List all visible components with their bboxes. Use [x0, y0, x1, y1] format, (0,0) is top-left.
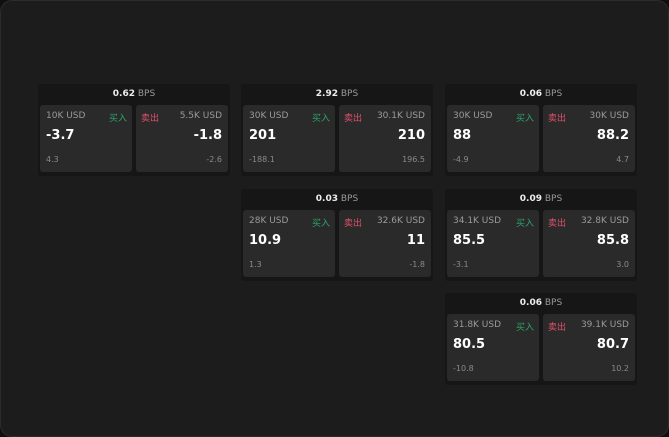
sell-size: 5.5K USD	[179, 111, 222, 121]
sell-label: 卖出	[344, 219, 363, 229]
spread-header: 0.06 BPS	[445, 84, 637, 105]
sell-price: 80.7	[596, 337, 629, 352]
buy-price: -3.7	[46, 128, 75, 143]
spread-unit: BPS	[544, 89, 563, 99]
spread-unit: BPS	[340, 194, 359, 204]
sell-button[interactable]: 卖出 32.6K USD 11 -1.8	[339, 210, 431, 277]
quote-widget: 0.09 BPS 34.1K USD 买入 85.5 -3.1 卖出 32.8K…	[445, 189, 637, 281]
buy-label: 买入	[311, 219, 330, 229]
spread-value: 0.06	[519, 298, 542, 308]
buy-change: -4.9	[453, 155, 469, 164]
spread-value: 0.62	[112, 89, 135, 99]
buy-button[interactable]: 28K USD 买入 10.9 1.3	[243, 210, 335, 277]
buy-price: 88	[453, 128, 472, 143]
spread-value: 2.92	[315, 89, 338, 99]
sell-price: -1.8	[193, 128, 222, 143]
sell-button[interactable]: 卖出 32.8K USD 85.8 3.0	[543, 210, 635, 277]
spread-unit: BPS	[137, 89, 156, 99]
spread-unit: BPS	[544, 298, 563, 308]
buy-price: 10.9	[249, 233, 282, 248]
buy-label: 买入	[108, 114, 127, 124]
sell-change: 196.5	[402, 155, 425, 164]
buy-price: 201	[249, 128, 277, 143]
buy-price: 80.5	[453, 337, 486, 352]
spread-value: 0.06	[519, 89, 542, 99]
sell-label: 卖出	[344, 114, 363, 124]
sell-price: 11	[406, 233, 425, 248]
quote-widget: 0.62 BPS 10K USD 买入 -3.7 4.3 卖出 5.5K USD…	[38, 84, 230, 176]
buy-button[interactable]: 31.8K USD 买入 80.5 -10.8	[447, 314, 539, 381]
sell-change: -1.8	[409, 260, 425, 269]
buy-size: 30K USD	[249, 111, 289, 121]
sell-change: 10.2	[611, 364, 629, 373]
sell-price: 88.2	[596, 128, 629, 143]
buy-size: 10K USD	[46, 111, 86, 121]
sell-size: 39.1K USD	[580, 320, 629, 330]
quote-widget: 0.06 BPS 31.8K USD 买入 80.5 -10.8 卖出 39.1…	[445, 293, 637, 385]
buy-label: 买入	[515, 323, 534, 333]
buy-button[interactable]: 30K USD 买入 88 -4.9	[447, 105, 539, 172]
sell-change: -2.6	[206, 155, 222, 164]
spread-header: 0.62 BPS	[38, 84, 230, 105]
quote-widget: 2.92 BPS 30K USD 买入 201 -188.1 卖出 30.1K …	[241, 84, 433, 176]
sell-change: 3.0	[616, 260, 629, 269]
sell-size: 32.8K USD	[580, 216, 629, 226]
buy-label: 买入	[515, 114, 534, 124]
spread-header: 0.03 BPS	[241, 189, 433, 210]
sell-label: 卖出	[548, 219, 567, 229]
buy-change: -188.1	[249, 155, 275, 164]
quote-widget: 0.03 BPS 28K USD 买入 10.9 1.3 卖出 32.6K US…	[241, 189, 433, 281]
buy-change: -10.8	[453, 364, 474, 373]
sell-size: 30K USD	[589, 111, 629, 121]
spread-header: 2.92 BPS	[241, 84, 433, 105]
sell-button[interactable]: 卖出 30K USD 88.2 4.7	[543, 105, 635, 172]
spread-unit: BPS	[544, 194, 563, 204]
buy-button[interactable]: 30K USD 买入 201 -188.1	[243, 105, 335, 172]
buy-change: -3.1	[453, 260, 469, 269]
spread-header: 0.09 BPS	[445, 189, 637, 210]
buy-size: 28K USD	[249, 216, 289, 226]
buy-size: 34.1K USD	[453, 216, 502, 226]
buy-size: 30K USD	[453, 111, 493, 121]
buy-button[interactable]: 34.1K USD 买入 85.5 -3.1	[447, 210, 539, 277]
sell-button[interactable]: 卖出 30.1K USD 210 196.5	[339, 105, 431, 172]
sell-button[interactable]: 卖出 5.5K USD -1.8 -2.6	[136, 105, 228, 172]
sell-size: 30.1K USD	[376, 111, 425, 121]
sell-label: 卖出	[141, 114, 160, 124]
buy-size: 31.8K USD	[453, 320, 502, 330]
sell-price: 85.8	[596, 233, 629, 248]
spread-unit: BPS	[340, 89, 359, 99]
sell-change: 4.7	[616, 155, 629, 164]
sell-button[interactable]: 卖出 39.1K USD 80.7 10.2	[543, 314, 635, 381]
spread-header: 0.06 BPS	[445, 293, 637, 314]
buy-button[interactable]: 10K USD 买入 -3.7 4.3	[40, 105, 132, 172]
buy-change: 1.3	[249, 260, 262, 269]
quote-widget: 0.06 BPS 30K USD 买入 88 -4.9 卖出 30K USD 8…	[445, 84, 637, 176]
spread-value: 0.03	[315, 194, 338, 204]
spread-value: 0.09	[519, 194, 542, 204]
sell-size: 32.6K USD	[376, 216, 425, 226]
sell-price: 210	[397, 128, 425, 143]
buy-price: 85.5	[453, 233, 486, 248]
buy-label: 买入	[515, 219, 534, 229]
buy-change: 4.3	[46, 155, 59, 164]
buy-label: 买入	[311, 114, 330, 124]
sell-label: 卖出	[548, 323, 567, 333]
sell-label: 卖出	[548, 114, 567, 124]
